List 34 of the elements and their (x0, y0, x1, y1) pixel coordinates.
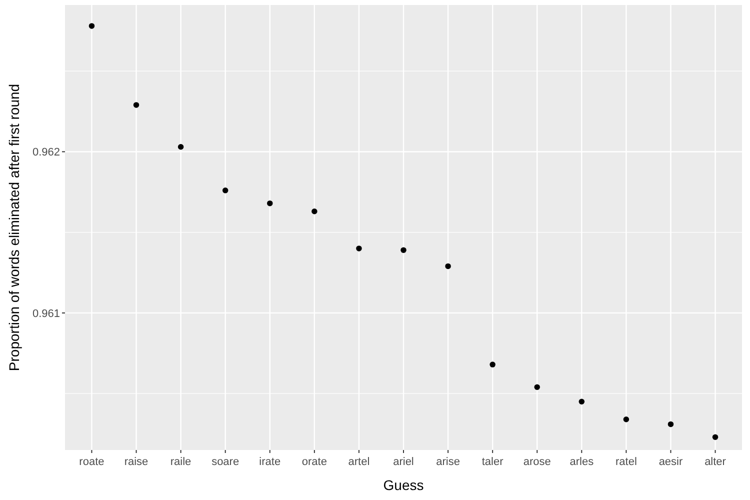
point (445, 263, 451, 270)
y-tick-label: 0.961 (32, 308, 60, 320)
x-tick-label: alter (704, 456, 726, 468)
point (712, 434, 718, 440)
x-tick-label: taler (482, 456, 504, 468)
point (668, 421, 674, 428)
x-tick-label: artel (348, 456, 370, 468)
point (222, 188, 228, 194)
x-tick-label: soare (212, 456, 240, 468)
x-tick-label: aesir (658, 456, 683, 468)
point (400, 247, 406, 253)
x-tick-label: roate (79, 456, 104, 468)
point (534, 384, 540, 390)
point (623, 416, 630, 422)
x-tick-label: arose (523, 456, 551, 468)
y-axis-title: Proportion of words eliminated after first round (6, 84, 22, 372)
point (88, 23, 95, 29)
point (267, 200, 273, 206)
point (578, 398, 585, 404)
point (312, 208, 318, 214)
point (133, 102, 140, 108)
point (490, 362, 496, 368)
x-tick-label: irate (259, 456, 281, 468)
point (356, 246, 362, 252)
x-tick-label: ratel (615, 456, 637, 468)
x-tick-label: ariel (393, 456, 414, 468)
x-tick-label: raise (124, 456, 148, 468)
y-tick-label: 0.962 (32, 146, 60, 159)
x-tick-label: raile (170, 456, 192, 468)
point (178, 144, 184, 150)
x-tick-label: arise (436, 456, 460, 468)
x-axis-title: Guess (383, 477, 424, 493)
x-tick-label: arles (570, 456, 594, 468)
x-tick-label: orate (302, 456, 327, 468)
